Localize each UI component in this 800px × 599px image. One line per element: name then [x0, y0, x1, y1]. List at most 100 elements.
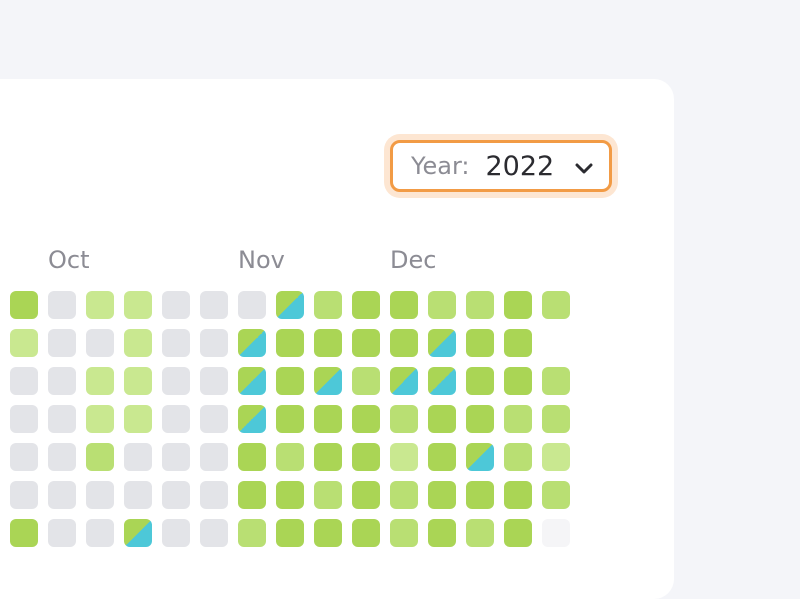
day-cell[interactable] — [276, 291, 304, 319]
day-cell[interactable] — [504, 443, 532, 471]
day-cell[interactable] — [314, 519, 342, 547]
day-cell[interactable] — [86, 481, 114, 509]
day-cell[interactable] — [390, 443, 418, 471]
day-cell[interactable] — [162, 405, 190, 433]
day-cell[interactable] — [276, 329, 304, 357]
day-cell[interactable] — [428, 519, 456, 547]
day-cell[interactable] — [466, 405, 494, 433]
day-cell[interactable] — [238, 329, 266, 357]
day-cell[interactable] — [504, 481, 532, 509]
day-cell[interactable] — [10, 405, 38, 433]
day-cell[interactable] — [200, 291, 228, 319]
day-cell[interactable] — [10, 367, 38, 395]
day-cell[interactable] — [542, 405, 570, 433]
day-cell[interactable] — [162, 481, 190, 509]
day-cell[interactable] — [466, 443, 494, 471]
day-cell[interactable] — [124, 519, 152, 547]
day-cell[interactable] — [162, 367, 190, 395]
day-cell[interactable] — [10, 519, 38, 547]
day-cell[interactable] — [86, 329, 114, 357]
day-cell[interactable] — [276, 443, 304, 471]
day-cell[interactable] — [314, 329, 342, 357]
day-cell[interactable] — [200, 405, 228, 433]
day-cell[interactable] — [314, 367, 342, 395]
day-cell[interactable] — [48, 405, 76, 433]
day-cell[interactable] — [352, 519, 380, 547]
day-cell[interactable] — [124, 367, 152, 395]
day-cell[interactable] — [390, 367, 418, 395]
day-cell[interactable] — [352, 405, 380, 433]
day-cell[interactable] — [124, 291, 152, 319]
day-cell[interactable] — [86, 519, 114, 547]
day-cell[interactable] — [276, 405, 304, 433]
year-dropdown[interactable]: Year: 2022 — [390, 140, 612, 192]
day-cell[interactable] — [428, 367, 456, 395]
day-cell[interactable] — [124, 329, 152, 357]
day-cell[interactable] — [48, 519, 76, 547]
day-cell[interactable] — [10, 291, 38, 319]
day-cell[interactable] — [504, 291, 532, 319]
day-cell[interactable] — [238, 291, 266, 319]
day-cell[interactable] — [466, 519, 494, 547]
day-cell[interactable] — [162, 291, 190, 319]
day-cell[interactable] — [124, 443, 152, 471]
day-cell[interactable] — [352, 291, 380, 319]
day-cell[interactable] — [542, 481, 570, 509]
day-cell[interactable] — [162, 519, 190, 547]
day-cell[interactable] — [276, 519, 304, 547]
day-cell[interactable] — [200, 519, 228, 547]
day-cell[interactable] — [390, 405, 418, 433]
day-cell[interactable] — [428, 291, 456, 319]
day-cell[interactable] — [86, 367, 114, 395]
day-cell[interactable] — [390, 329, 418, 357]
day-cell[interactable] — [390, 291, 418, 319]
day-cell[interactable] — [314, 481, 342, 509]
day-cell[interactable] — [10, 443, 38, 471]
day-cell[interactable] — [200, 367, 228, 395]
day-cell[interactable] — [428, 405, 456, 433]
day-cell[interactable] — [238, 443, 266, 471]
day-cell[interactable] — [390, 481, 418, 509]
day-cell[interactable] — [276, 367, 304, 395]
day-cell[interactable] — [504, 367, 532, 395]
day-cell[interactable] — [48, 291, 76, 319]
day-cell[interactable] — [238, 519, 266, 547]
day-cell[interactable] — [428, 481, 456, 509]
day-cell[interactable] — [542, 443, 570, 471]
day-cell[interactable] — [390, 519, 418, 547]
day-cell[interactable] — [504, 519, 532, 547]
day-cell[interactable] — [466, 329, 494, 357]
day-cell[interactable] — [542, 367, 570, 395]
day-cell[interactable] — [238, 367, 266, 395]
day-cell[interactable] — [314, 291, 342, 319]
day-cell[interactable] — [10, 329, 38, 357]
day-cell[interactable] — [542, 519, 570, 547]
day-cell[interactable] — [314, 443, 342, 471]
day-cell[interactable] — [162, 443, 190, 471]
day-cell[interactable] — [162, 329, 190, 357]
day-cell[interactable] — [238, 481, 266, 509]
day-cell[interactable] — [352, 443, 380, 471]
day-cell[interactable] — [352, 367, 380, 395]
day-cell[interactable] — [352, 481, 380, 509]
day-cell[interactable] — [48, 481, 76, 509]
day-cell[interactable] — [466, 367, 494, 395]
day-cell[interactable] — [48, 367, 76, 395]
day-cell[interactable] — [200, 481, 228, 509]
day-cell[interactable] — [200, 329, 228, 357]
day-cell[interactable] — [124, 481, 152, 509]
day-cell[interactable] — [10, 481, 38, 509]
day-cell[interactable] — [542, 291, 570, 319]
day-cell[interactable] — [428, 329, 456, 357]
day-cell[interactable] — [48, 443, 76, 471]
day-cell[interactable] — [86, 443, 114, 471]
day-cell[interactable] — [314, 405, 342, 433]
day-cell[interactable] — [504, 405, 532, 433]
day-cell[interactable] — [124, 405, 152, 433]
day-cell[interactable] — [238, 405, 266, 433]
day-cell[interactable] — [352, 329, 380, 357]
day-cell[interactable] — [466, 291, 494, 319]
day-cell[interactable] — [428, 443, 456, 471]
day-cell[interactable] — [276, 481, 304, 509]
day-cell[interactable] — [48, 329, 76, 357]
